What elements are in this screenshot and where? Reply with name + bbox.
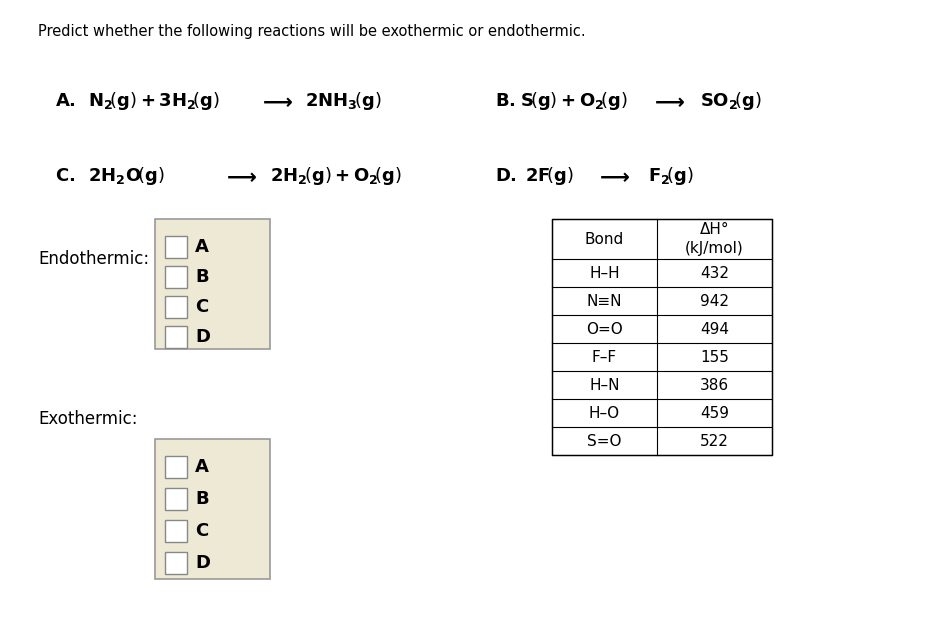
Bar: [165, 552, 187, 574]
Text: $\mathbf{\longrightarrow}$: $\mathbf{\longrightarrow}$: [258, 91, 293, 111]
Text: D: D: [195, 554, 210, 572]
Bar: [165, 296, 187, 318]
Text: 155: 155: [699, 349, 728, 365]
Text: $\mathbf{2H_2O\!\left(g\right)}$: $\mathbf{2H_2O\!\left(g\right)}$: [88, 165, 165, 187]
Bar: [155, 219, 270, 349]
Bar: [155, 439, 270, 579]
Text: F–F: F–F: [591, 349, 616, 365]
Text: $\mathbf{S\!\left(g\right)+O_2\!\left(g\right)}$: $\mathbf{S\!\left(g\right)+O_2\!\left(g\…: [519, 90, 628, 112]
Text: Bond: Bond: [584, 231, 624, 247]
Text: H–H: H–H: [589, 266, 619, 280]
Text: Endothermic:: Endothermic:: [38, 250, 149, 268]
Text: $\mathbf{A.}$: $\mathbf{A.}$: [55, 92, 76, 110]
Text: $\mathbf{\longrightarrow}$: $\mathbf{\longrightarrow}$: [594, 166, 629, 186]
Text: C: C: [195, 522, 208, 540]
Bar: [165, 236, 187, 258]
Text: $\mathbf{B.}$: $\mathbf{B.}$: [494, 92, 515, 110]
Text: $\mathbf{2NH_3\!\left(g\right)}$: $\mathbf{2NH_3\!\left(g\right)}$: [305, 90, 381, 112]
Bar: [165, 266, 187, 288]
Text: $\mathbf{2F\!\left(g\right)}$: $\mathbf{2F\!\left(g\right)}$: [525, 165, 574, 187]
Bar: [165, 456, 187, 478]
Text: B: B: [195, 268, 209, 286]
Text: 494: 494: [699, 321, 729, 337]
Text: A: A: [195, 458, 209, 476]
Bar: [552, 219, 771, 455]
Text: B: B: [195, 490, 209, 508]
Text: $\mathbf{SO_2\!\left(g\right)}$: $\mathbf{SO_2\!\left(g\right)}$: [699, 90, 761, 112]
Text: Predict whether the following reactions will be exothermic or endothermic.: Predict whether the following reactions …: [38, 24, 585, 39]
Text: $\mathbf{\longrightarrow}$: $\mathbf{\longrightarrow}$: [649, 91, 684, 111]
Bar: [165, 520, 187, 542]
Text: N≡N: N≡N: [586, 294, 622, 309]
Text: $\mathbf{D.}$: $\mathbf{D.}$: [494, 167, 516, 185]
Text: C: C: [195, 298, 208, 316]
Text: $\mathbf{N_2\!\left(g\right)+3H_2\!\left(g\right)}$: $\mathbf{N_2\!\left(g\right)+3H_2\!\left…: [88, 90, 220, 112]
Text: 942: 942: [699, 294, 729, 309]
Text: 432: 432: [699, 266, 729, 280]
Text: $\mathbf{\longrightarrow}$: $\mathbf{\longrightarrow}$: [222, 166, 257, 186]
Text: $\mathbf{C.}$: $\mathbf{C.}$: [55, 167, 75, 185]
Text: D: D: [195, 328, 210, 346]
Text: 386: 386: [699, 377, 729, 392]
Text: O=O: O=O: [586, 321, 622, 337]
Text: H–O: H–O: [589, 406, 619, 420]
Text: 522: 522: [699, 434, 728, 448]
Text: $\mathbf{F_2\!\left(g\right)}$: $\mathbf{F_2\!\left(g\right)}$: [647, 165, 693, 187]
Text: Exothermic:: Exothermic:: [38, 410, 137, 428]
Text: ΔH°
(kJ/mol): ΔH° (kJ/mol): [684, 222, 743, 256]
Text: $\mathbf{2H_2\!\left(g\right)+O_2\!\left(g\right)}$: $\mathbf{2H_2\!\left(g\right)+O_2\!\left…: [270, 165, 402, 187]
Text: H–N: H–N: [589, 377, 619, 392]
Bar: [165, 326, 187, 348]
Text: S=O: S=O: [587, 434, 621, 448]
Bar: [165, 488, 187, 510]
Text: 459: 459: [699, 406, 729, 420]
Text: A: A: [195, 238, 209, 256]
